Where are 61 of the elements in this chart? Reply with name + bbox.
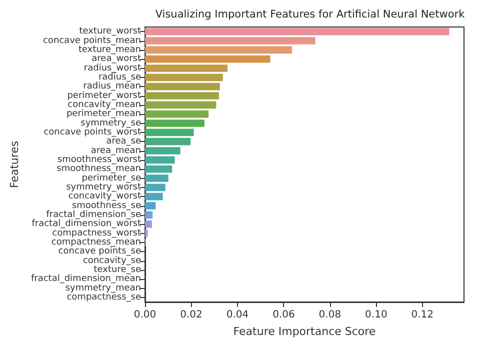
- x-tick-label: 0.06: [272, 310, 295, 320]
- x-axis-title: Feature Importance Score: [233, 325, 376, 338]
- y-tick-label: compactness_mean: [51, 237, 141, 248]
- y-tick-label: perimeter_mean: [66, 109, 141, 120]
- y-tick-label: fractal_dimension_se: [46, 210, 142, 220]
- bar: [145, 128, 194, 136]
- x-tick-label: 0.08: [318, 310, 342, 320]
- bar: [145, 156, 175, 164]
- y-tick-label: perimeter_se: [82, 173, 142, 184]
- bar: [145, 120, 204, 127]
- y-tick-label: symmetry_se: [80, 118, 142, 128]
- bar: [145, 211, 153, 219]
- y-tick-label: area_worst: [92, 54, 142, 64]
- bar: [145, 82, 220, 90]
- y-tick-label: concavity_worst: [68, 192, 142, 202]
- y-tick-label: concavity_mean: [68, 100, 141, 110]
- y-tick-label: concave points_se: [58, 246, 142, 257]
- y-tick-label: symmetry_worst: [66, 182, 142, 192]
- y-tick-label: texture_mean: [78, 44, 141, 55]
- y-tick-label: fractal_dimension_worst: [32, 219, 142, 230]
- y-tick-label: concave points_mean: [42, 36, 141, 46]
- bar: [145, 46, 292, 54]
- x-tick-label: 0.12: [411, 310, 434, 320]
- bar: [145, 110, 209, 118]
- bar: [145, 74, 223, 82]
- y-axis-title: Features: [8, 140, 22, 188]
- y-tick-label: smoothness_se: [72, 200, 142, 211]
- y-tick-label: concave points_worst: [44, 127, 142, 138]
- y-tick-label: perimeter_worst: [67, 90, 142, 101]
- bar: [145, 184, 166, 192]
- y-tick-label: compactness_worst: [52, 228, 142, 238]
- bar: [145, 55, 270, 63]
- y-tick-label: smoothness_worst: [57, 154, 142, 165]
- bar: [145, 37, 316, 44]
- chart-title: Visualizing Important Features for Artificial Neural Network: [155, 8, 466, 20]
- y-tick-label: radius_mean: [83, 82, 141, 92]
- y-tick-label: smoothness_mean: [56, 164, 141, 174]
- bar: [145, 147, 180, 154]
- x-tick-label: 0.10: [365, 310, 388, 320]
- y-tick-label: texture_worst: [79, 26, 142, 37]
- y-tick-label: symmetry_mean: [65, 283, 141, 294]
- y-tick-label: area_mean: [90, 146, 141, 156]
- bar: [145, 192, 163, 200]
- x-tick-label: 0.04: [226, 310, 249, 320]
- bar: [145, 138, 191, 146]
- bar: [145, 64, 228, 72]
- y-tick-label: area_se: [106, 136, 142, 147]
- x-tick-label: 0.02: [180, 310, 202, 320]
- bar: [145, 101, 216, 109]
- bar: [145, 92, 219, 100]
- y-tick-label: radius_worst: [84, 63, 142, 74]
- x-tick-label: 0.00: [134, 310, 156, 320]
- bar: [145, 230, 148, 237]
- y-tick-label: radius_se: [98, 72, 142, 82]
- bar: [145, 220, 152, 228]
- y-tick-label: texture_se: [94, 264, 142, 275]
- bar: [145, 202, 156, 210]
- bar: [145, 28, 450, 36]
- y-tick-label: compactness_se: [66, 292, 142, 302]
- y-tick-label: fractal_dimension_mean: [30, 274, 141, 284]
- y-tick-label: concavity_se: [82, 256, 142, 266]
